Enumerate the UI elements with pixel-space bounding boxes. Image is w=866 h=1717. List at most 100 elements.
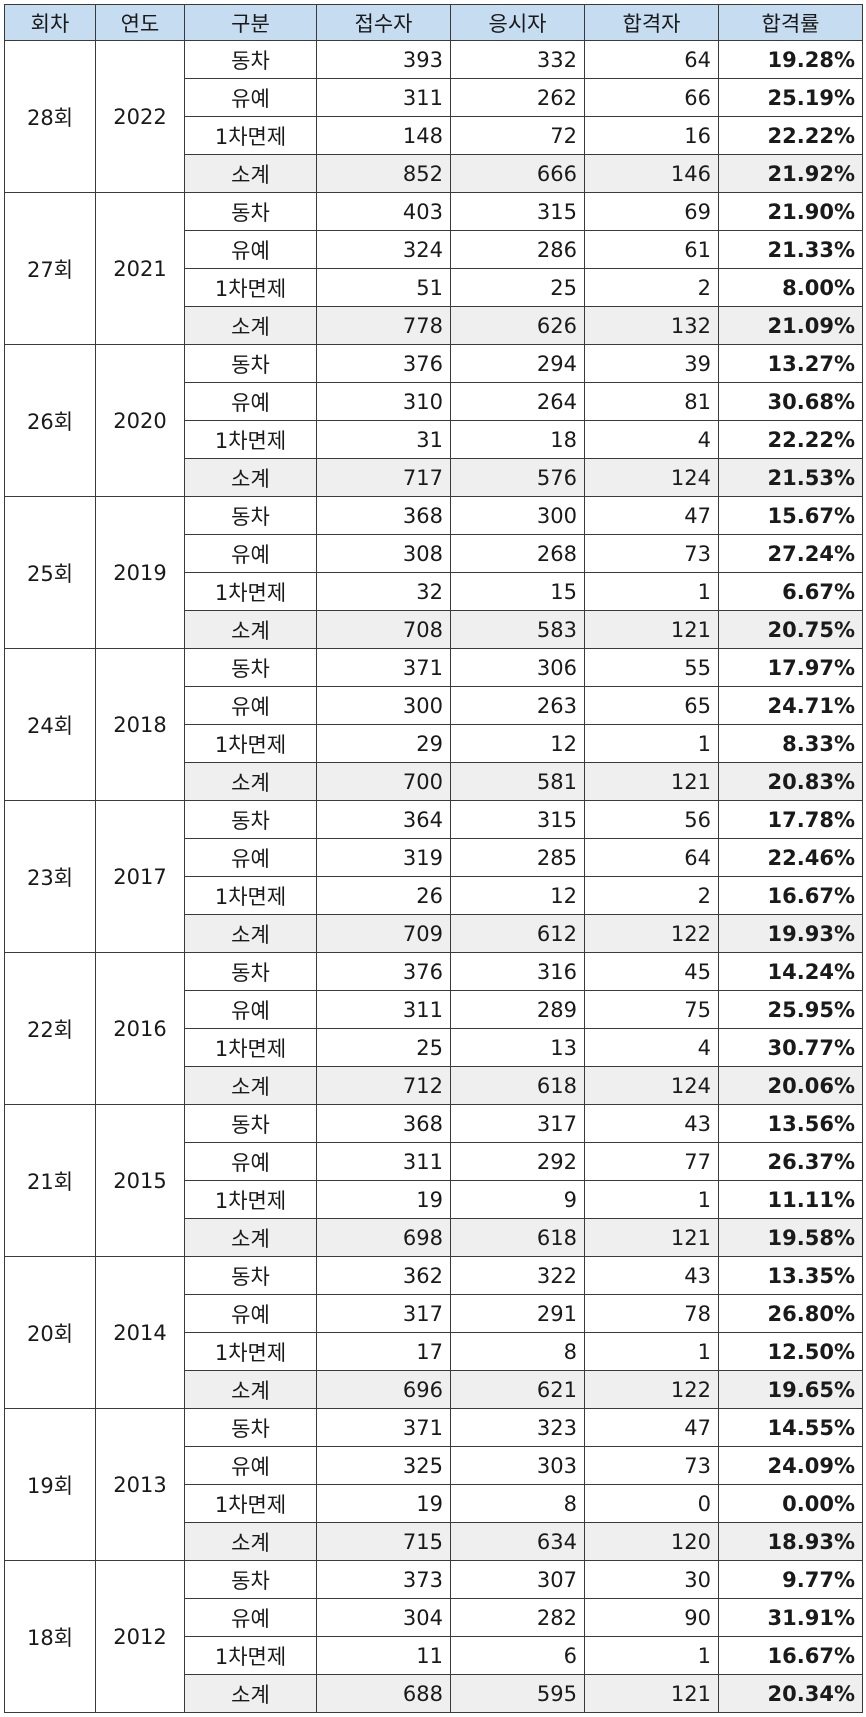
examinees-cell: 264 [450,382,585,421]
examinees-cell: 292 [450,1142,585,1181]
category-cell: 동차 [184,496,317,535]
examinees-cell: 315 [450,800,585,839]
pass-rate-cell: 22.22% [718,420,863,459]
pass-rate-cell: 17.97% [718,648,863,687]
pass-rate-cell: 8.00% [718,268,863,307]
subtotal-row: 소계 708 583 121 20.75% [5,610,863,649]
pass-rate-cell: 26.80% [718,1294,863,1333]
category-cell: 유예 [184,230,317,269]
passers-cell: 55 [584,648,719,687]
applicants-cell: 708 [316,610,451,649]
table-row: 25회 2019 동차 368 300 47 15.67% [4,496,863,649]
passers-cell: 78 [584,1294,719,1333]
passers-cell: 1 [584,572,719,611]
subtotal-row: 소계 717 576 124 21.53% [5,458,863,497]
year-cell: 2013 [95,1408,185,1561]
table-row: 1차면제 17 8 1 12.50% [5,1332,863,1371]
applicants-cell: 373 [316,1560,451,1599]
applicants-cell: 324 [316,230,451,269]
examinees-cell: 286 [450,230,585,269]
table-row: 18회 2012 동차 373 307 30 9.77% [4,1560,863,1713]
table-row: 26회 2020 동차 376 294 39 13.27% [4,344,863,497]
pass-rate-cell: 20.83% [718,762,863,801]
pass-rate-cell: 19.65% [718,1370,863,1409]
table-row: 1차면제 51 25 2 8.00% [5,268,863,307]
applicants-cell: 304 [316,1598,451,1637]
category-cell: 동차 [184,952,317,991]
examinees-cell: 576 [450,458,585,497]
header-pass-rate: 합격률 [718,4,863,41]
subtotal-row: 소계 688 595 121 20.34% [5,1674,863,1713]
year-cell: 2016 [95,952,185,1105]
pass-rate-cell: 21.53% [718,458,863,497]
passers-cell: 1 [584,1180,719,1219]
pass-rate-cell: 14.55% [718,1408,863,1447]
pass-rate-cell: 26.37% [718,1142,863,1181]
applicants-cell: 376 [316,344,451,383]
applicants-cell: 698 [316,1218,451,1257]
examinees-cell: 262 [450,78,585,117]
passers-cell: 120 [584,1522,719,1561]
category-cell: 동차 [184,1104,317,1143]
table-row: 유예 311 292 77 26.37% [5,1142,863,1181]
passers-cell: 146 [584,154,719,193]
applicants-cell: 371 [316,1408,451,1447]
examinees-cell: 12 [450,724,585,763]
passers-cell: 4 [584,1028,719,1067]
passers-cell: 121 [584,1674,719,1713]
applicants-cell: 311 [316,990,451,1029]
category-cell: 1차면제 [184,1180,317,1219]
applicants-cell: 51 [316,268,451,307]
applicants-cell: 778 [316,306,451,345]
round-cell: 28회 [4,40,96,193]
passers-cell: 90 [584,1598,719,1637]
passers-cell: 43 [584,1104,719,1143]
round-cell: 27회 [4,192,96,345]
category-cell: 소계 [184,1218,317,1257]
pass-rate-cell: 11.11% [718,1180,863,1219]
applicants-cell: 26 [316,876,451,915]
year-cell: 2019 [95,496,185,649]
applicants-cell: 300 [316,686,451,725]
category-cell: 동차 [184,344,317,383]
category-cell: 동차 [184,40,317,79]
pass-rate-cell: 22.22% [718,116,863,155]
passers-cell: 75 [584,990,719,1029]
category-cell: 유예 [184,838,317,877]
passers-cell: 124 [584,458,719,497]
subtotal-row: 소계 698 618 121 19.58% [5,1218,863,1257]
table-row: 유예 324 286 61 21.33% [5,230,863,269]
year-cell: 2022 [95,40,185,193]
applicants-cell: 371 [316,648,451,687]
category-cell: 유예 [184,1294,317,1333]
passers-cell: 30 [584,1560,719,1599]
examinees-cell: 618 [450,1066,585,1105]
pass-rate-cell: 9.77% [718,1560,863,1599]
passers-cell: 1 [584,1332,719,1371]
category-cell: 소계 [184,1370,317,1409]
applicants-cell: 17 [316,1332,451,1371]
round-cell: 18회 [4,1560,96,1713]
examinees-cell: 332 [450,40,585,79]
examinees-cell: 323 [450,1408,585,1447]
category-cell: 유예 [184,78,317,117]
applicants-cell: 308 [316,534,451,573]
table-row: 27회 2021 동차 403 315 69 21.90% [4,192,863,345]
table-body: 28회 2022 동차 393 332 64 19.28% 유예 311 262 66 25.19% 1… [4,40,863,1713]
pass-rate-cell: 13.27% [718,344,863,383]
applicants-cell: 19 [316,1180,451,1219]
pass-rate-cell: 19.58% [718,1218,863,1257]
passers-cell: 64 [584,838,719,877]
category-cell: 소계 [184,610,317,649]
passers-cell: 1 [584,724,719,763]
examinees-cell: 300 [450,496,585,535]
year-cell: 2014 [95,1256,185,1409]
passers-cell: 16 [584,116,719,155]
category-cell: 유예 [184,1598,317,1637]
applicants-cell: 368 [316,1104,451,1143]
subtotal-row: 소계 709 612 122 19.93% [5,914,863,953]
examinees-cell: 282 [450,1598,585,1637]
pass-rate-cell: 6.67% [718,572,863,611]
applicants-cell: 19 [316,1484,451,1523]
category-cell: 소계 [184,1066,317,1105]
